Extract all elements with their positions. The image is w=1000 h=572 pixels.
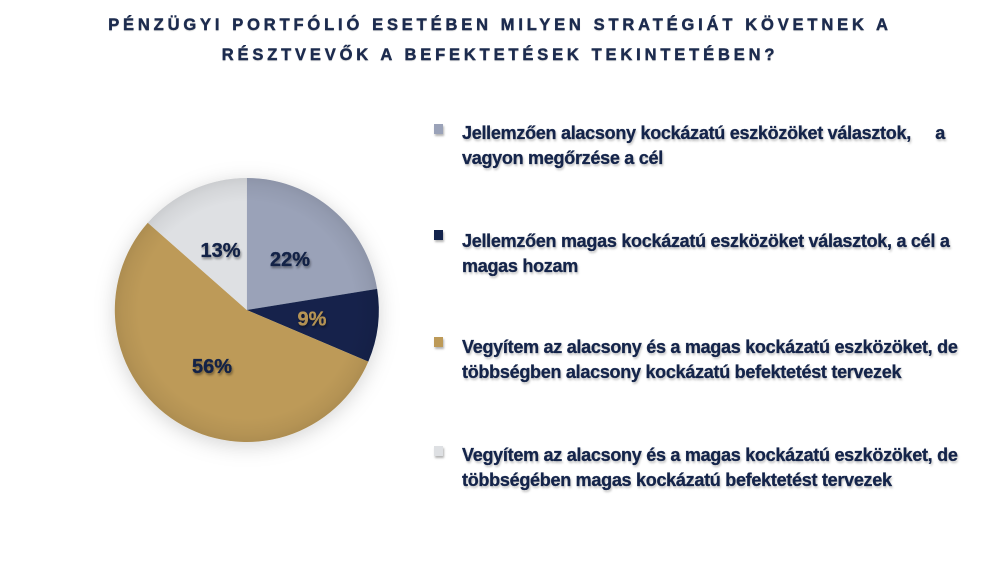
svg-text:22%: 22% <box>270 249 310 271</box>
svg-text:56%: 56% <box>192 356 232 378</box>
svg-text:9%: 9% <box>298 309 327 331</box>
svg-text:13%: 13% <box>200 240 240 262</box>
